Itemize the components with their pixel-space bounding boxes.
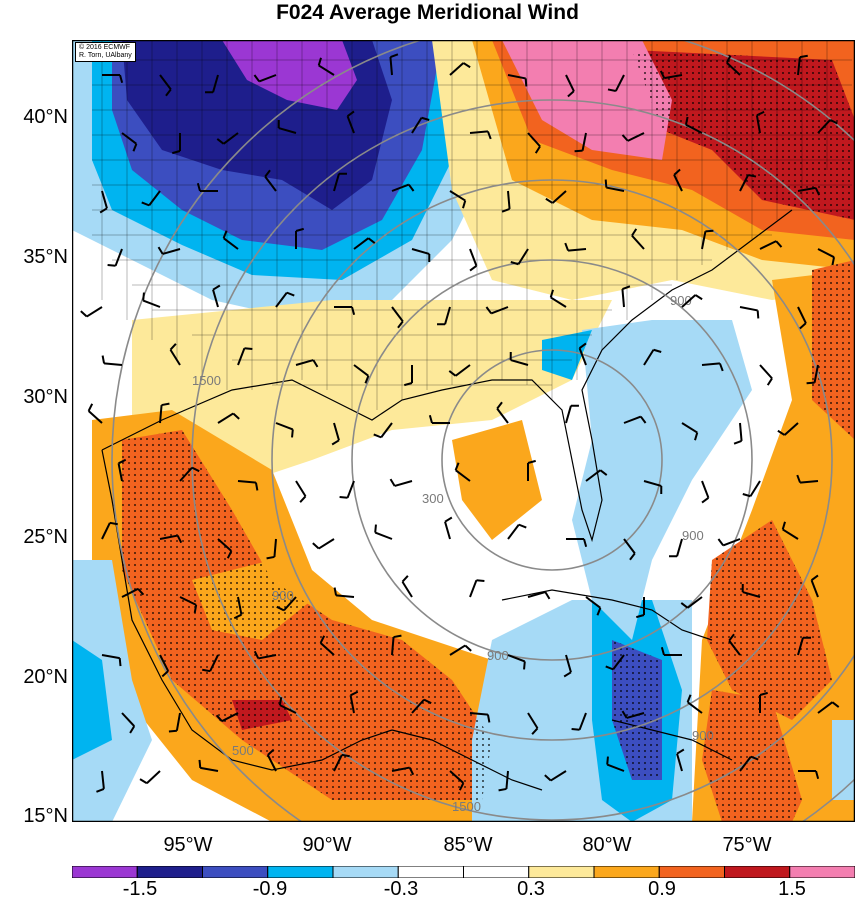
wind-barb-flag (143, 293, 144, 301)
wind-barb-flag (292, 429, 293, 437)
wind-barb-flag (606, 180, 607, 188)
colorbar-swatch (594, 866, 659, 878)
colorbar-label: -1.5 (110, 878, 170, 901)
colorbar-label: -0.9 (240, 878, 300, 901)
colorbar-swatch (268, 866, 333, 878)
credit-box: © 2016 ECMWF R. Torn, UAlbany (75, 42, 136, 62)
lat-label-25n: 25°N (0, 526, 68, 549)
colorbar-swatch (529, 866, 594, 878)
region-light-blue-far-east (832, 720, 855, 800)
colorbar-swatch (203, 866, 268, 878)
colorbar-swatch (790, 866, 855, 878)
wind-barb-flag (524, 661, 525, 669)
contour-label: 900 (272, 588, 294, 603)
wind-barb-flag (375, 525, 376, 533)
colorbar-label: 0.9 (632, 878, 692, 901)
wind-barb-flag (575, 151, 583, 152)
lat-label-15n: 15°N (0, 805, 68, 828)
colorbar-swatch (72, 866, 137, 878)
lon-label-75w: 75°W (702, 834, 792, 857)
lon-label-95w: 95°W (143, 834, 233, 857)
wind-barb-flag (607, 757, 608, 765)
wind-barb-flag (705, 231, 713, 232)
map-panel: 300 900 900 900 900 900 1500 500 1500 (72, 40, 855, 822)
lon-label-85w: 85°W (423, 834, 513, 857)
colorbar-swatch (398, 866, 463, 878)
wind-barb-flag (340, 497, 348, 498)
lon-label-80w: 80°W (562, 834, 652, 857)
contour-label: 1500 (192, 373, 221, 388)
colorbar (72, 866, 855, 878)
colorbar-label: 1.5 (762, 878, 822, 901)
lat-label-30n: 30°N (0, 386, 68, 409)
contour-label: 1500 (452, 799, 481, 814)
wind-barb-flag (108, 265, 116, 266)
colorbar-swatch (137, 866, 202, 878)
contour-label: 500 (232, 743, 254, 758)
contour-label: 300 (422, 491, 444, 506)
wind-barb-flag (476, 580, 484, 581)
wind-barb-flag (200, 760, 201, 768)
wind-barb-flag (572, 729, 580, 730)
credit-line: R. Torn, UAlbany (79, 52, 132, 60)
colorbar-swatch (464, 866, 529, 878)
colorbar-swatch (659, 866, 724, 878)
wind-barb-flag (807, 383, 815, 384)
chart-title: F024 Average Meridional Wind (0, 0, 855, 26)
lon-label-90w: 90°W (282, 834, 372, 857)
lat-label-20n: 20°N (0, 666, 68, 689)
wind-barb-flag (526, 78, 527, 86)
wind-barb-flag (244, 348, 252, 349)
wind-barb-flag (169, 731, 177, 732)
colorbar-label: 0.3 (501, 878, 561, 901)
colorbar-swatch (725, 866, 790, 878)
contour-label: 900 (487, 648, 509, 663)
wind-barb-flag (758, 310, 759, 318)
wind-barb-flag (120, 658, 121, 666)
wind-barb-flag (800, 56, 808, 57)
contour-label: 900 (692, 728, 714, 743)
colorbar-swatch (333, 866, 398, 878)
colorbar-label: -0.3 (371, 878, 431, 901)
lat-label-40n: 40°N (0, 106, 68, 129)
contour-label: 900 (682, 528, 704, 543)
credit-line: © 2016 ECMWF (79, 44, 132, 52)
lat-label-35n: 35°N (0, 246, 68, 269)
